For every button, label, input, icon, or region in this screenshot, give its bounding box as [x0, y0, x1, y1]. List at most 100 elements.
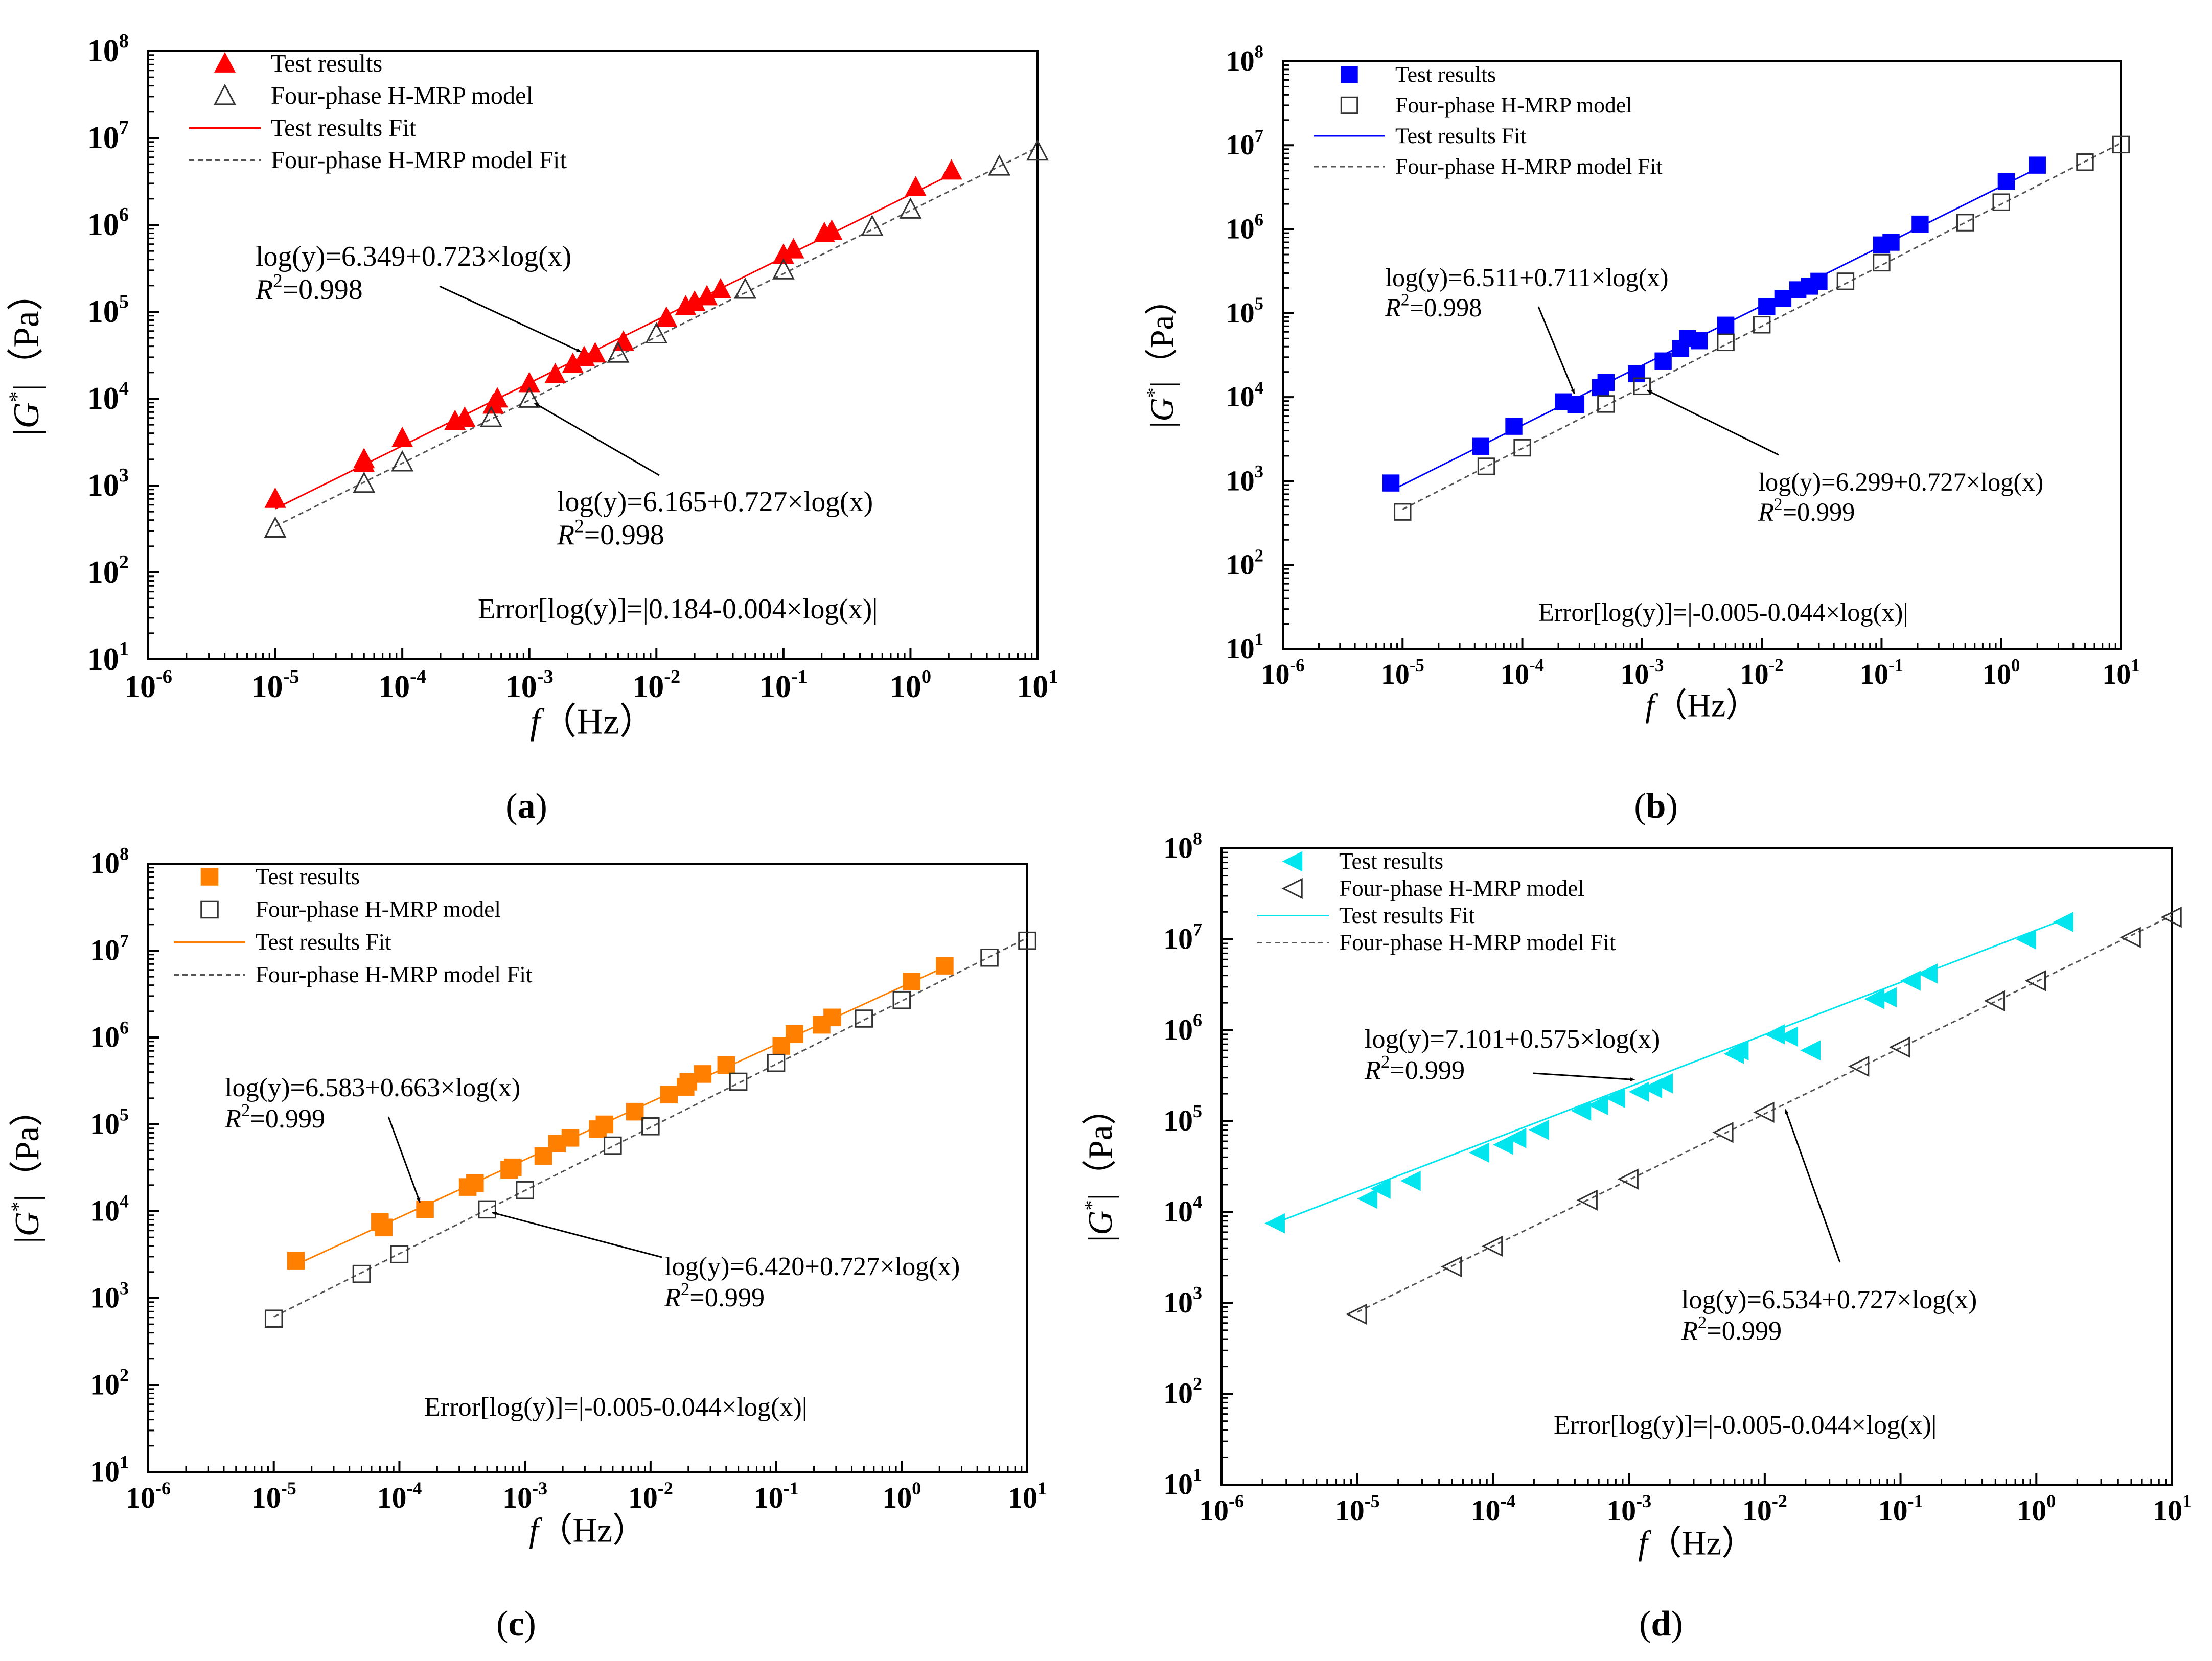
legend-label: Four-phase H-MRP model — [1395, 93, 1632, 118]
y-tick-label: 108 — [87, 30, 129, 68]
data-point — [607, 341, 630, 363]
data-point — [1690, 332, 1708, 350]
data-point — [772, 1037, 791, 1055]
panel-caption-open: ( — [496, 1604, 508, 1644]
legend: Test results Four-phase H-MRP model Test r… — [1314, 62, 1663, 179]
data-point — [1753, 316, 1771, 334]
r-squared-test: R2=0.998 — [1385, 291, 1482, 322]
legend-model-marker — [214, 83, 236, 105]
data-point — [454, 406, 476, 427]
y-axis-unit: （Pa） — [6, 274, 47, 384]
y-axis: 101 102 103 104 105 106 107 108 — [1226, 42, 1294, 665]
data-point — [544, 363, 566, 383]
r-squared-value: =0.999 — [1390, 1055, 1465, 1085]
y-axis-unit: （Pa） — [1082, 1091, 1119, 1193]
data-point — [352, 1264, 371, 1283]
data-point — [391, 450, 414, 472]
plot-frame — [1282, 60, 2122, 650]
data-point — [1758, 298, 1776, 315]
x-axis-title: f（Hz） — [529, 1512, 647, 1549]
data-point — [2160, 907, 2182, 928]
y-tick-exponent: 5 — [120, 1104, 129, 1124]
x-tick-exponent: -4 — [406, 1478, 422, 1498]
legend-label: Test results Fit — [1339, 903, 1475, 928]
annotation-arrow — [1784, 1109, 1841, 1263]
x-axis-title: f（Hz） — [1645, 687, 1759, 724]
test-results-series — [287, 957, 954, 1270]
y-tick-label: 107 — [1226, 126, 1263, 161]
r-squared-exponent: 2 — [1698, 1312, 1707, 1332]
y-tick-exponent: 2 — [119, 551, 129, 573]
legend: Test results Four-phase H-MRP model Test r… — [189, 50, 567, 174]
legend-label: Four-phase H-MRP model Fit — [271, 147, 567, 174]
x-tick-exponent: -2 — [1772, 1491, 1787, 1511]
r-squared-symbol: R — [1364, 1055, 1381, 1085]
test-results-fit-line — [1390, 168, 2038, 492]
x-tick-exponent: 1 — [1048, 666, 1058, 687]
data-point — [1576, 1189, 1598, 1211]
data-point — [1513, 439, 1531, 457]
data-point — [2016, 929, 2036, 950]
y-tick-exponent: 1 — [1255, 630, 1263, 650]
data-point — [1800, 1040, 1821, 1060]
annotation-arrow — [492, 1211, 662, 1258]
legend-test-results-marker — [200, 868, 219, 886]
data-point — [717, 1056, 735, 1074]
y-tick-exponent: 6 — [1255, 210, 1263, 229]
y-tick-exponent: 8 — [1193, 828, 1202, 848]
y-tick-exponent: 6 — [1193, 1010, 1202, 1030]
data-point — [2024, 970, 2046, 991]
data-point — [1018, 931, 1036, 950]
fit-equation-test: log(y)=6.511+0.711×log(x) — [1385, 263, 1669, 292]
plot-frame — [147, 863, 1028, 1473]
x-tick-label: 10-5 — [251, 1478, 296, 1514]
model-series — [1394, 135, 2130, 521]
y-tick-exponent: 5 — [1255, 294, 1263, 314]
data-point — [1628, 365, 1645, 383]
legend-model-marker — [1281, 878, 1303, 899]
x-axis-unit: （Hz） — [540, 702, 656, 742]
y-tick-label: 104 — [90, 1191, 129, 1227]
fit-equation-model: log(y)=6.165+0.727×log(x) — [557, 486, 873, 518]
fit-equation-test: log(y)=6.349+0.723×log(x) — [256, 241, 571, 272]
r-squared-exponent: 2 — [1381, 1052, 1390, 1072]
y-tick-exponent: 1 — [119, 638, 129, 660]
data-point — [466, 1174, 484, 1192]
data-point — [899, 197, 922, 219]
panel-caption-letter: d — [1651, 1604, 1671, 1644]
data-point — [1717, 333, 1735, 352]
r-squared-symbol: R — [1385, 293, 1401, 322]
legend: Test results Four-phase H-MRP model Test r… — [174, 864, 533, 987]
data-point — [1382, 474, 1400, 492]
data-point — [1654, 352, 1672, 370]
r-squared-test: R2=0.998 — [255, 271, 363, 306]
data-point — [655, 306, 678, 327]
data-point — [1587, 1095, 1608, 1116]
y-axis-superscript: * — [5, 391, 29, 402]
y-axis-bar: | — [1144, 381, 1180, 388]
error-equation: Error[log(y)]=|0.184-0.004×log(x)| — [478, 593, 878, 625]
x-tick-exponent: 0 — [2011, 655, 2020, 675]
legend-label: Four-phase H-MRP model — [1339, 875, 1584, 901]
y-axis-bar: | — [6, 429, 47, 436]
r-squared-symbol: R — [664, 1283, 681, 1312]
legend-test-results-marker — [214, 52, 236, 73]
chart-panel-d: 10-6 10-5 10-4 10-3 10-2 10-1 100 1011011021031… — [1080, 828, 2192, 1644]
y-tick-exponent: 7 — [1193, 919, 1202, 939]
legend-label: Test results — [1395, 62, 1496, 87]
annotation-arrow — [534, 402, 660, 476]
legend-label: Four-phase H-MRP model Fit — [1339, 930, 1616, 955]
y-axis: 101 102 103 104 105 106 107 108 — [1163, 828, 1233, 1501]
y-tick-label: 108 — [90, 843, 129, 880]
x-tick-label: 101 — [1008, 1478, 1047, 1514]
x-axis-title: f（Hz） — [1638, 1525, 1756, 1562]
y-tick-label: 105 — [1226, 294, 1263, 329]
y-axis-title: |G*|（Pa） — [1080, 1091, 1119, 1242]
data-point — [1477, 457, 1495, 475]
y-tick-exponent: 7 — [1255, 126, 1263, 146]
data-point — [1628, 1081, 1649, 1102]
data-point — [1505, 418, 1523, 435]
data-point — [2076, 153, 2094, 171]
x-tick-exponent: -4 — [1500, 1491, 1515, 1511]
